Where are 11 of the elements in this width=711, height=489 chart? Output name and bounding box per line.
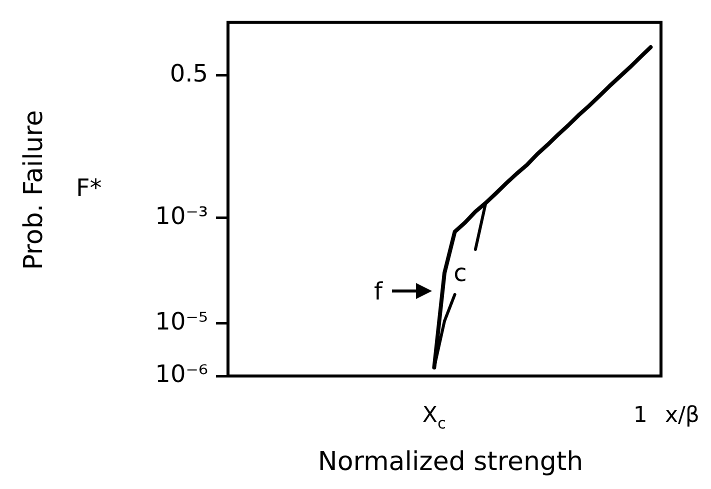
x-axis-title: Normalized strength <box>318 447 584 477</box>
y-tick-label: 10⁻³ <box>155 202 208 230</box>
y-tick-label: 10⁻⁶ <box>155 360 208 388</box>
x-tick-label: 1 <box>633 403 648 428</box>
text: F* <box>76 174 102 202</box>
annotation: f <box>374 277 383 306</box>
annotation: c <box>454 258 467 287</box>
y-tick-label: 10⁻⁵ <box>155 307 208 336</box>
y-axis-title: Prob. Failure <box>19 110 49 270</box>
text: x/β <box>665 403 700 428</box>
y-tick-label: 0.5 <box>170 59 208 88</box>
